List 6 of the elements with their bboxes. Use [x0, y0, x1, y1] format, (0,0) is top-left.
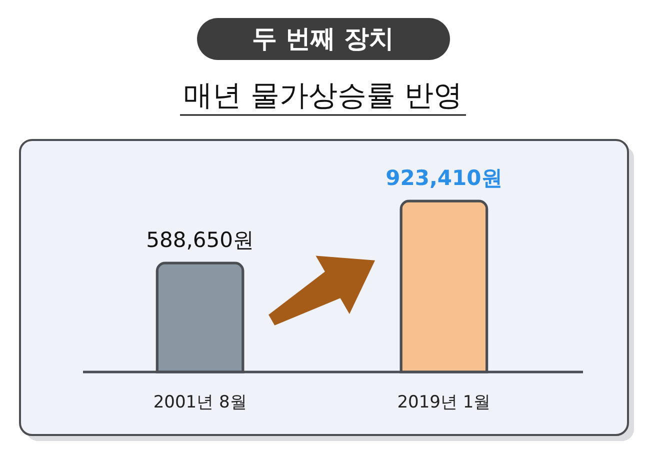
chart-title: 두 번째 장치 — [252, 24, 394, 53]
data-label: 588,650원 — [146, 228, 254, 252]
data-label: 923,410원 — [386, 166, 502, 190]
x-tick-label: 2019년 1월 — [397, 392, 491, 412]
x-tick-label: 2001년 8월 — [153, 392, 247, 412]
chart-subtitle: 매년 물가상승률 반영 — [183, 78, 463, 112]
